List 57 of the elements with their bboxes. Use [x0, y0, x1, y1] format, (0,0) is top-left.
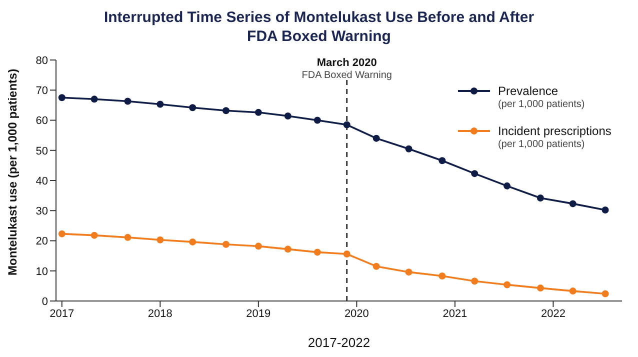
point [222, 240, 230, 248]
y-axis-title: Montelukast use (per 1,000 patients) [5, 68, 20, 276]
chart-title: Interrupted Time Series of Montelukast Use Before and After FDA Boxed Warning [102, 8, 536, 46]
x-tick-label: 2017 [50, 308, 74, 320]
point [372, 134, 380, 142]
point [90, 96, 98, 103]
point [405, 268, 412, 276]
point [438, 272, 446, 280]
point [156, 100, 164, 108]
x-tick-label: 2020 [344, 308, 369, 320]
point [471, 170, 478, 178]
y-tick-label: 20 [36, 236, 48, 248]
legend-label: Prevalence (per 1,000 patients) [498, 84, 585, 112]
point [536, 284, 544, 292]
point [254, 242, 262, 250]
point [58, 94, 66, 102]
y-tick-label: 50 [36, 145, 48, 158]
point [314, 116, 321, 124]
point [504, 182, 511, 190]
point [569, 288, 576, 295]
legend-label: Incident prescriptions (per 1,000 patients) [498, 124, 612, 152]
y-tick-label: 80 [36, 54, 48, 67]
x-axis-title: 2017-2022 [308, 335, 370, 350]
y-tick-label: 60 [36, 115, 48, 128]
point [189, 238, 196, 246]
point [254, 108, 262, 116]
x-tick-label: 2019 [246, 308, 271, 320]
point [536, 194, 544, 202]
point [602, 290, 609, 298]
point [156, 236, 164, 244]
point [343, 250, 350, 258]
y-tick-label: 40 [36, 175, 48, 188]
point [284, 112, 292, 120]
point [438, 157, 446, 164]
point [222, 107, 230, 114]
y-tick-label: 70 [36, 85, 48, 98]
point [343, 121, 350, 128]
ref-line-label: March 2020 FDA Boxed Warning [302, 57, 392, 81]
point [189, 104, 196, 112]
point [124, 234, 132, 241]
x-tick-label: 2018 [148, 308, 172, 320]
point [504, 281, 511, 288]
x-tick-label: 2022 [540, 308, 566, 320]
y-tick-label: 30 [36, 206, 48, 218]
point [569, 200, 576, 208]
point [124, 98, 132, 105]
point [602, 206, 609, 214]
point [471, 278, 478, 285]
point [284, 246, 292, 253]
y-tick-label: 10 [36, 266, 48, 278]
point [372, 262, 380, 270]
point [405, 145, 412, 152]
x-tick-label: 2021 [442, 308, 468, 320]
point [58, 230, 66, 238]
y-tick-label: 0 [42, 296, 48, 308]
point [90, 232, 98, 239]
point [314, 248, 321, 256]
